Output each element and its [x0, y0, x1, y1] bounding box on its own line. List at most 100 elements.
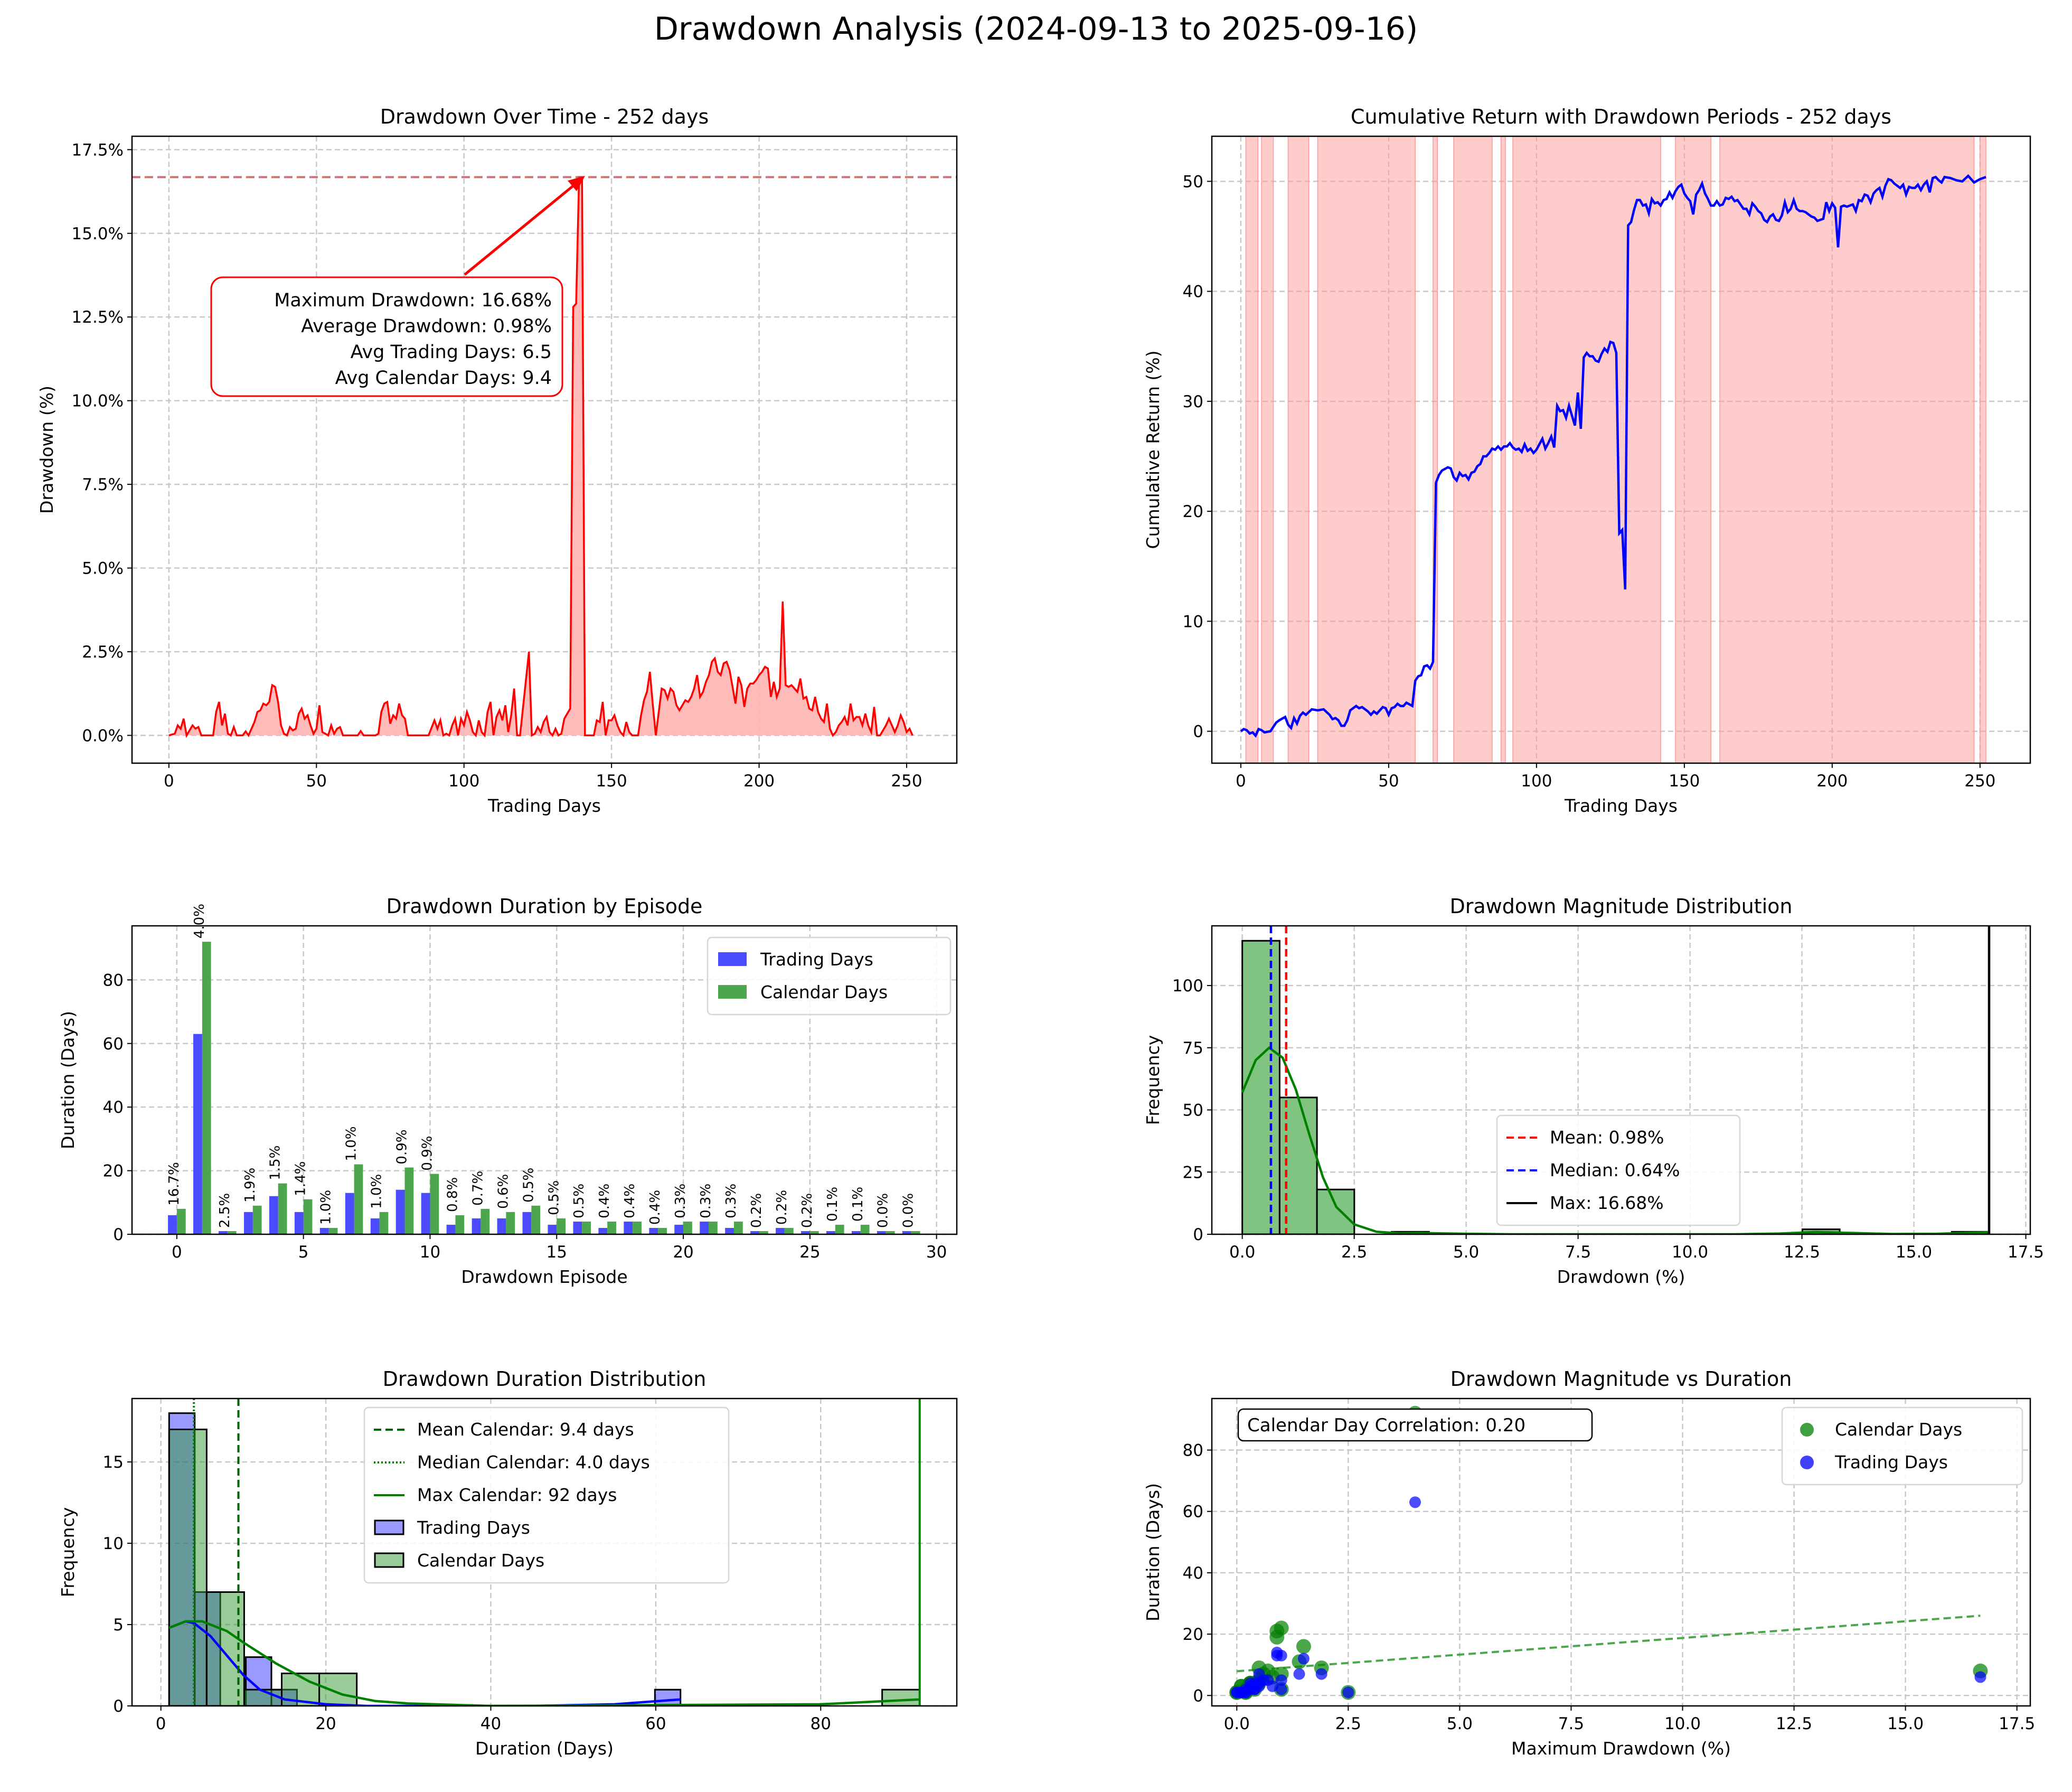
histogram-bar — [1316, 1188, 1355, 1234]
bar-trading-days — [776, 1227, 785, 1234]
bar-trading-days — [598, 1227, 608, 1234]
scatter-point-trading — [1253, 1668, 1265, 1680]
bar-label: 0.0% — [901, 1193, 917, 1228]
legend: Mean: 0.98% Median: 0.64% Max: 16.68% — [1496, 1114, 1741, 1226]
bar-calendar-days — [809, 1231, 819, 1234]
x-tick-label: 150 — [1669, 772, 1700, 791]
legend-label: Calendar Days — [760, 982, 888, 1002]
x-tick-label: 20 — [673, 1243, 693, 1262]
y-tick-label: 50 — [1183, 172, 1203, 191]
legend-label: Max: 16.68% — [1550, 1193, 1664, 1213]
bar-trading-days — [472, 1218, 481, 1234]
legend-label: Trading Days — [1834, 1452, 1948, 1472]
bar-label: 1.0% — [344, 1126, 360, 1161]
bar-trading-days — [548, 1224, 557, 1234]
legend-label: Median: 0.64% — [1550, 1160, 1680, 1180]
subplot-dd_time: 0 50 100 150 200 250 0.0% 2.5% 5.0% 7.5% 10.0% 12.5… — [36, 105, 958, 816]
bar-calendar-days — [886, 1231, 895, 1234]
bar-calendar-days — [759, 1231, 768, 1234]
x-tick-label: 10.0 — [1664, 1714, 1701, 1733]
bar-trading-days — [370, 1218, 380, 1234]
bar-trading-days — [219, 1231, 228, 1234]
histogram-bar — [1241, 940, 1280, 1234]
legend-swatch — [374, 1552, 404, 1568]
annotation-text: Maximum Drawdown: 16.68% — [274, 290, 552, 311]
bar-label: 1.4% — [293, 1161, 309, 1196]
bar-trading-days — [319, 1227, 329, 1234]
scatter-point-trading — [1409, 1496, 1421, 1508]
bar-calendar-days — [658, 1227, 667, 1234]
bar-label: 0.9% — [394, 1130, 410, 1165]
subplot-mag_vs_dur: 0.0 2.5 5.0 7.5 10.0 12.5 15.0 17.5 0 20 40 60 80 Dra… — [1143, 1367, 2035, 1759]
chart-title: Drawdown Magnitude Distribution — [1450, 895, 1793, 918]
bar-trading-days — [624, 1221, 633, 1234]
legend-label: Trading Days — [760, 949, 873, 970]
bar-calendar-days — [328, 1227, 338, 1234]
axes-frame — [131, 135, 958, 764]
y-tick-label: 30 — [1183, 392, 1203, 411]
legend-marker — [1800, 1423, 1814, 1437]
annotation-arrow — [464, 179, 582, 276]
x-tick-label: 7.5 — [1558, 1714, 1584, 1733]
bar-calendar-days — [430, 1174, 439, 1234]
axes-frame — [1211, 925, 2031, 1235]
scatter-point-trading — [1275, 1674, 1287, 1686]
x-axis-label: Duration (Days) — [475, 1738, 614, 1759]
correlation-box — [1237, 1408, 1593, 1442]
x-axis-label: Trading Days — [1564, 795, 1678, 816]
x-tick-label: 200 — [1816, 772, 1848, 791]
bar-calendar-days — [202, 942, 211, 1234]
bar-trading-days — [750, 1231, 759, 1234]
bar-calendar-days — [531, 1205, 541, 1234]
grid — [132, 136, 957, 763]
bar-calendar-days — [709, 1221, 718, 1234]
y-tick-label: 40 — [103, 1098, 124, 1117]
y-tick-label: 15 — [103, 1453, 124, 1472]
x-tick-label: 25 — [799, 1243, 820, 1262]
x-tick-label: 17.5 — [2008, 1243, 2044, 1262]
y-tick-label: 0 — [1193, 1686, 1203, 1705]
x-axis-label: Drawdown (%) — [1557, 1266, 1685, 1287]
legend-frame — [1781, 1406, 2023, 1486]
drawdown-period-band — [1675, 136, 1711, 763]
y-tick-label: 20 — [103, 1162, 124, 1181]
scatter-point-trading — [1315, 1668, 1327, 1680]
bar-label: 0.5% — [521, 1168, 536, 1203]
plot-area — [1241, 926, 1991, 1234]
scatter-point-trading — [1297, 1653, 1310, 1665]
legend: Mean Calendar: 9.4 days Median Calendar: … — [363, 1406, 730, 1584]
bar-calendar-days — [354, 1164, 363, 1234]
scatter-point-trading — [1293, 1668, 1305, 1680]
histogram-bar-calendar — [881, 1688, 921, 1706]
bar-calendar-days — [784, 1227, 794, 1234]
drawdown-period-band — [1287, 136, 1310, 763]
axes-frame — [131, 925, 958, 1235]
y-tick-label: 5 — [113, 1616, 124, 1635]
x-tick-label: 0 — [156, 1714, 166, 1733]
axes-frame — [1211, 135, 2031, 764]
bar-label: 0.2% — [749, 1193, 765, 1228]
bar-calendar-days — [633, 1221, 642, 1234]
plot-area — [132, 176, 957, 738]
bar-calendar-days — [303, 1199, 313, 1234]
x-tick-label: 0 — [172, 1243, 182, 1262]
drawdown-period-band — [1317, 136, 1416, 763]
y-tick-label: 80 — [1183, 1441, 1203, 1460]
legend-label: Mean Calendar: 9.4 days — [417, 1419, 634, 1440]
y-axis-label: Duration (Days) — [1143, 1483, 1163, 1621]
bar-trading-days — [193, 1034, 202, 1234]
subplot-mag_dist: 0.0 2.5 5.0 7.5 10.0 12.5 15.0 17.5 0 25 50 75 100 Dr… — [1143, 895, 2044, 1287]
x-tick-label: 150 — [596, 772, 627, 791]
histogram-bar-calendar — [168, 1429, 208, 1706]
y-axis-label: Frequency — [1143, 1035, 1163, 1125]
scatter-point-trading — [1342, 1686, 1354, 1699]
plot-area — [1229, 1405, 1988, 1700]
bar-calendar-days — [227, 1231, 237, 1234]
bar-calendar-days — [404, 1167, 414, 1234]
cumulative-return-line — [1240, 174, 1986, 738]
calendar-kde-curve — [168, 1620, 920, 1706]
x-tick-label: 12.5 — [1776, 1714, 1812, 1733]
x-tick-label: 15 — [547, 1243, 567, 1262]
bar-trading-days — [826, 1231, 835, 1234]
